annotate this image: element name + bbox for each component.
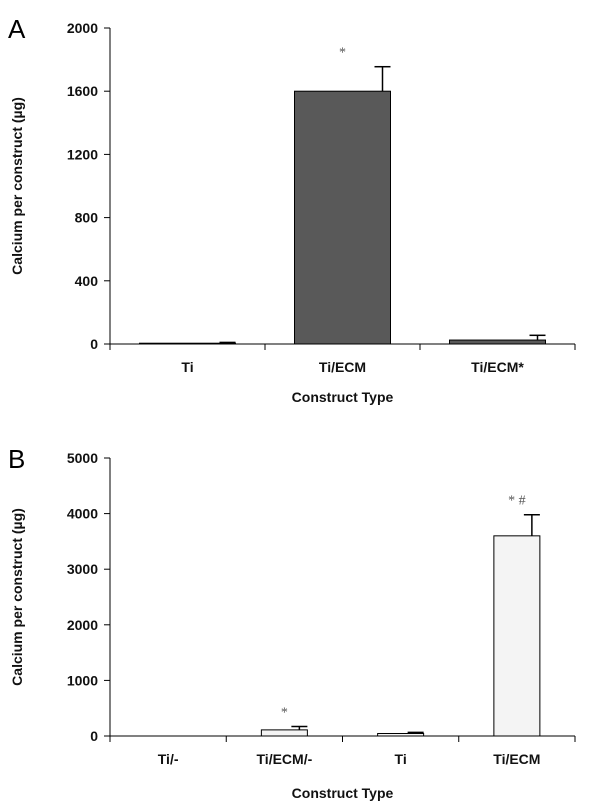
y-tick-label: 1200 <box>67 146 98 162</box>
y-tick-label: 1600 <box>67 83 98 99</box>
panel-label: A <box>8 14 26 44</box>
y-tick-label: 0 <box>90 336 98 352</box>
x-tick-label: Ti <box>395 751 407 767</box>
bar-Ti <box>377 732 425 737</box>
y-tick-label: 5000 <box>67 450 98 466</box>
y-tick-label: 2000 <box>67 20 98 36</box>
y-tick-label: 2000 <box>67 617 98 633</box>
bar-Ti <box>139 342 236 345</box>
chart-panel-b: B 0 1000 2000 3000 4000 5000 Ti/- * Ti/ECM/- Ti * #… <box>8 444 576 801</box>
y-tick-label: 1000 <box>67 672 98 688</box>
y-axis-title: Calcium per construct (µg) <box>9 97 25 275</box>
bar-Ti/ECM/- <box>260 729 308 737</box>
significance-marker: * <box>281 706 288 721</box>
x-tick-label: Ti/ECM/- <box>257 751 313 767</box>
bar-Ti/ECM* <box>449 339 546 345</box>
bar-Ti/ECM <box>493 535 541 737</box>
x-tick-label: Ti <box>181 359 193 375</box>
y-tick-label: 3000 <box>67 561 98 577</box>
significance-marker: * # <box>508 494 526 509</box>
x-axis-title: Construct Type <box>292 389 394 405</box>
chart-panel-a: A 0 400 800 1200 1600 2000 Ti * Ti/ECM Ti/ECM* Cons… <box>8 14 576 405</box>
y-tick-label: 0 <box>90 728 98 744</box>
x-tick-label: Ti/- <box>158 751 179 767</box>
x-tick-label: Ti/ECM <box>319 359 366 375</box>
y-tick-label: 800 <box>75 210 99 226</box>
y-tick-label: 4000 <box>67 506 98 522</box>
significance-marker: * <box>339 46 346 61</box>
x-axis-title: Construct Type <box>292 785 394 801</box>
x-tick-label: Ti/ECM <box>493 751 540 767</box>
y-axis-title: Calcium per construct (µg) <box>9 508 25 686</box>
x-tick-label: Ti/ECM* <box>471 359 524 375</box>
y-tick-label: 400 <box>75 273 99 289</box>
bar-Ti/ECM <box>294 90 391 345</box>
panel-label: B <box>8 444 25 474</box>
